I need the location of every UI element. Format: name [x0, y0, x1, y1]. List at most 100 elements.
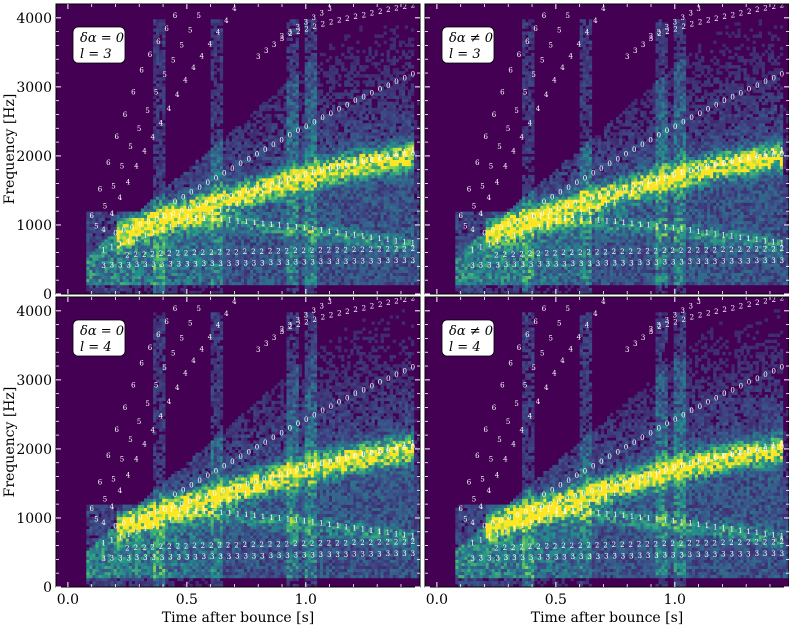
heatmap-cell	[350, 275, 354, 280]
heatmap-cell	[159, 141, 163, 145]
heatmap-cell	[341, 92, 345, 96]
heatmap-cell	[192, 193, 196, 197]
heatmap-cell	[347, 116, 351, 121]
heatmap-cell	[153, 184, 157, 188]
heatmap-cell	[210, 190, 214, 194]
heatmap-cell	[274, 272, 278, 276]
heatmap-cell	[374, 269, 378, 273]
heatmap-cell	[150, 199, 154, 203]
heatmap-cell	[101, 248, 105, 252]
heatmap-cell	[144, 260, 148, 264]
heatmap-cell	[271, 141, 275, 145]
heatmap-cell	[253, 226, 257, 231]
heatmap-cell	[183, 260, 187, 264]
heatmap-cell	[313, 55, 318, 60]
heatmap-cell	[350, 242, 354, 246]
heatmap-cell	[131, 266, 136, 270]
heatmap-cell	[216, 187, 221, 191]
heatmap-cell	[310, 232, 315, 237]
heatmap-cell	[95, 223, 99, 228]
heatmap-cell	[286, 217, 290, 222]
heatmap-cell	[253, 159, 257, 164]
heatmap-cell	[274, 199, 278, 203]
heatmap-cell	[283, 190, 287, 194]
heatmap-cell	[238, 278, 242, 283]
heatmap-cell	[359, 190, 363, 194]
heatmap-cell	[313, 242, 318, 246]
heatmap-cell	[177, 217, 181, 222]
heatmap-cell	[171, 217, 175, 222]
heatmap-cell	[365, 275, 369, 280]
heatmap-cell	[271, 223, 275, 228]
heatmap-cell	[307, 129, 312, 133]
heatmap-cell	[162, 245, 166, 249]
heatmap-cell	[304, 272, 308, 276]
heatmap-cell	[307, 58, 312, 63]
heatmap-cell	[335, 132, 339, 136]
heatmap-cell	[295, 205, 299, 209]
heatmap-cell	[292, 278, 296, 283]
heatmap-cell	[316, 138, 321, 142]
heatmap-cell	[186, 199, 190, 203]
heatmap-cell	[301, 101, 305, 106]
heatmap-cell	[307, 287, 312, 292]
heatmap-cell	[298, 199, 302, 203]
heatmap-cell	[332, 74, 336, 78]
heatmap-cell	[98, 226, 102, 231]
heatmap-cell	[329, 165, 333, 170]
heatmap-cell	[286, 257, 290, 261]
heatmap-cell	[216, 263, 221, 267]
heatmap-cell	[210, 214, 214, 218]
heatmap-cell	[289, 83, 293, 87]
heatmap-cell	[235, 205, 239, 209]
heatmap-cell	[253, 184, 257, 188]
heatmap-cell	[159, 229, 163, 234]
heatmap-cell	[368, 220, 372, 225]
heatmap-cell	[307, 199, 312, 203]
heatmap-cell	[292, 46, 296, 51]
heatmap-cell	[356, 278, 360, 283]
heatmap-cell	[119, 226, 123, 231]
heatmap-cell	[277, 116, 281, 121]
heatmap-cell	[256, 211, 260, 215]
heatmap-cell	[210, 184, 214, 188]
heatmap-cell	[307, 245, 312, 249]
heatmap-cell	[195, 165, 199, 170]
heatmap-cell	[289, 199, 293, 203]
heatmap-cell	[231, 211, 236, 215]
heatmap-cell	[92, 272, 96, 276]
heatmap-cell	[310, 278, 315, 283]
heatmap-cell	[180, 223, 184, 228]
heatmap-cell	[144, 251, 148, 255]
heatmap-cell	[192, 208, 196, 212]
heatmap-cell	[353, 275, 357, 280]
heatmap-cell	[198, 290, 202, 294]
heatmap-cell	[180, 226, 184, 231]
heatmap-cell	[86, 284, 90, 289]
heatmap-cell	[204, 229, 208, 234]
heatmap-cell	[289, 153, 293, 157]
heatmap-cell	[332, 68, 336, 72]
heatmap-cell	[271, 220, 275, 225]
heatmap-cell	[159, 275, 163, 280]
heatmap-cell	[159, 77, 163, 81]
heatmap-cell	[165, 248, 169, 252]
heatmap-cell	[292, 55, 296, 60]
heatmap-cell	[253, 126, 257, 130]
heatmap-cell	[350, 165, 354, 170]
heatmap-cell	[335, 269, 339, 273]
heatmap-cell	[259, 153, 263, 157]
heatmap-cell	[159, 52, 163, 57]
heatmap-cell	[183, 205, 187, 209]
heatmap-cell	[338, 138, 342, 142]
heatmap-cell	[180, 217, 184, 222]
heatmap-cell	[219, 229, 224, 234]
heatmap-cell	[156, 98, 160, 102]
heatmap-cell	[159, 68, 163, 72]
heatmap-cell	[310, 178, 315, 182]
heatmap-cell	[298, 251, 302, 255]
heatmap-cell	[298, 275, 302, 280]
heatmap-cell	[89, 281, 93, 286]
heatmap-cell	[292, 239, 296, 243]
heatmap-cell	[350, 260, 354, 264]
